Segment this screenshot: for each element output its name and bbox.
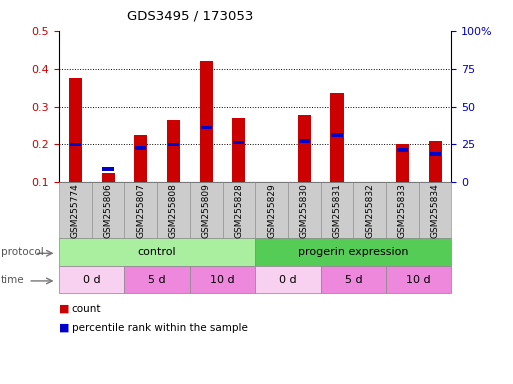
Text: GSM255806: GSM255806: [104, 183, 112, 238]
Text: GSM255829: GSM255829: [267, 183, 276, 238]
Text: 0 d: 0 d: [83, 275, 101, 285]
Text: GDS3495 / 173053: GDS3495 / 173053: [127, 10, 253, 23]
Text: GSM255807: GSM255807: [136, 183, 145, 238]
Bar: [397, 148, 408, 152]
Bar: [200, 61, 213, 182]
Bar: [298, 115, 311, 182]
Bar: [102, 173, 114, 182]
Bar: [69, 78, 82, 182]
Text: GSM255828: GSM255828: [234, 183, 243, 238]
Text: progerin expression: progerin expression: [298, 247, 408, 257]
Text: ■: ■: [59, 323, 69, 333]
Bar: [429, 152, 441, 156]
Text: count: count: [72, 304, 102, 314]
Text: 10 d: 10 d: [210, 275, 235, 285]
Bar: [330, 93, 344, 182]
Text: GSM255832: GSM255832: [365, 183, 374, 238]
Bar: [134, 135, 147, 182]
Text: GSM255809: GSM255809: [202, 183, 211, 238]
Bar: [331, 133, 343, 137]
Text: GSM255830: GSM255830: [300, 183, 309, 238]
Text: GSM255808: GSM255808: [169, 183, 178, 238]
Text: control: control: [138, 247, 176, 257]
Text: ■: ■: [59, 304, 69, 314]
Text: percentile rank within the sample: percentile rank within the sample: [72, 323, 248, 333]
Bar: [299, 139, 310, 142]
Bar: [428, 141, 442, 182]
Bar: [70, 142, 81, 146]
Text: protocol: protocol: [1, 247, 44, 257]
Text: GSM255834: GSM255834: [430, 183, 440, 238]
Text: 5 d: 5 d: [148, 275, 166, 285]
Bar: [201, 126, 212, 129]
Text: time: time: [1, 275, 25, 285]
Text: 5 d: 5 d: [345, 275, 362, 285]
Text: 0 d: 0 d: [279, 275, 297, 285]
Text: GSM255833: GSM255833: [398, 183, 407, 238]
Text: GSM255774: GSM255774: [71, 183, 80, 238]
Bar: [232, 118, 245, 182]
Text: GSM255831: GSM255831: [332, 183, 342, 238]
Bar: [167, 120, 180, 182]
Bar: [233, 141, 244, 144]
Bar: [135, 146, 146, 150]
Bar: [168, 142, 179, 146]
Bar: [103, 167, 113, 171]
Bar: [396, 144, 409, 182]
Text: 10 d: 10 d: [406, 275, 431, 285]
